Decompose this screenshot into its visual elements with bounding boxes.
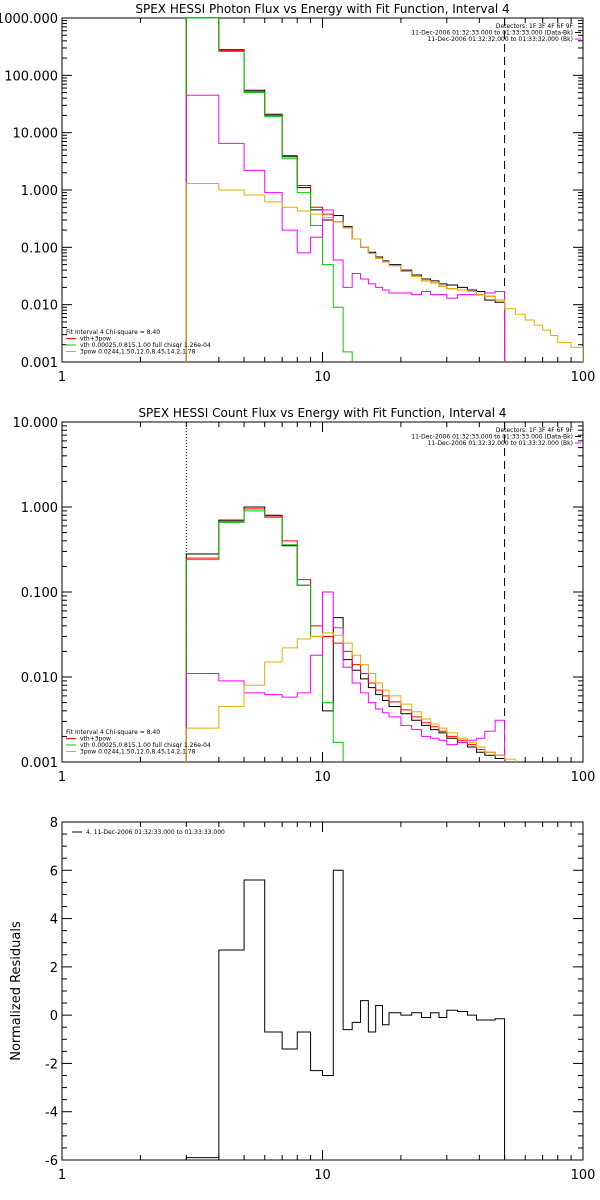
legend-entry: vth+3pow [80, 336, 111, 343]
x-tick-label: 10 [314, 370, 331, 385]
series-line [185, 18, 506, 362]
y-tick-label: 10.000 [13, 416, 59, 431]
series-line [185, 94, 506, 362]
y-tick-label: 0.001 [21, 356, 58, 371]
count-flux-panel: SPEX HESSI Count Flux vs Energy with Fit… [13, 406, 596, 785]
info-line: 11-Dec-2006 01:32:32.000 to 01:33:32.000… [428, 440, 573, 447]
x-tick-label: 10 [314, 770, 331, 785]
y-tick-label: -2 [45, 1057, 58, 1072]
series-line [185, 506, 506, 762]
info-line: 11-Dec-2006 01:32:32.000 to 01:33:32.000… [428, 36, 573, 43]
legend-entry: vth+3pow [80, 736, 111, 743]
photon-flux-panel: SPEX HESSI Photon Flux vs Energy with Fi… [0, 2, 596, 385]
series-line [185, 869, 506, 1160]
y-tick-label: 0.001 [21, 756, 58, 771]
y-tick-label: 1.000 [21, 501, 58, 516]
y-tick-label: 0.010 [21, 671, 58, 686]
x-tick-label: 10 [314, 1168, 331, 1183]
x-tick-label: 1 [58, 770, 66, 785]
info-line: 11-Dec-2006 01:32:33.000 to 01:33:33.000… [411, 434, 573, 441]
series-line [185, 18, 362, 362]
info-line: Detectors: 1F 3F 4F 6F 9F [496, 427, 574, 434]
legend-entry: vth 0.00025,0.815,1.00 full chisqr 1.26e… [80, 342, 211, 349]
chart-title: SPEX HESSI Photon Flux vs Energy with Fi… [135, 2, 509, 16]
y-tick-label: 4 [50, 913, 58, 928]
y-tick-label: 0.100 [21, 586, 58, 601]
x-tick-label: 1 [58, 370, 66, 385]
y-tick-label: 0 [50, 1009, 58, 1024]
legend-entry: Fit Interval 4 Chi-square = 8.40 [66, 729, 160, 736]
legend-entry: Fit Interval 4 Chi-square = 8.40 [66, 329, 160, 336]
legend-entry: 4. 11-Dec-2006 01:32:33.000 to 01:33:33.… [86, 829, 225, 836]
y-tick-label: -4 [45, 1106, 58, 1121]
y-tick-label: 10.000 [13, 127, 59, 142]
legend-entry: 3pow 0.0244,1.50,12.0,8.45,14.2,1.78 [80, 749, 196, 756]
info-line: 11-Dec-2006 01:32:33.000 to 01:33:33.000… [411, 30, 573, 37]
y-tick-label: 8 [50, 816, 58, 831]
y-tick-label: 1.000 [21, 184, 58, 199]
y-tick-label: 0.100 [21, 241, 58, 256]
series-line [185, 591, 506, 762]
x-tick-label: 100 [571, 770, 596, 785]
series-line [185, 508, 506, 762]
residuals-panel: 1 10 100 -6 -4 -2 0 2 4 6 8 Normalized Residuals 4. … [9, 816, 595, 1183]
series-line [185, 632, 559, 762]
chart-title: SPEX HESSI Count Flux vs Energy with Fit… [138, 406, 506, 420]
legend-entry: vth 0.00025,0.815,1.00 full chisqr 1.26e… [80, 742, 211, 749]
y-tick-label: 6 [50, 864, 58, 879]
y-tick-label: 0.010 [21, 299, 58, 314]
y-tick-label: 1000.000 [0, 12, 58, 27]
series-line [185, 182, 583, 362]
x-tick-label: 1 [58, 1168, 66, 1183]
series-line [185, 510, 353, 762]
y-tick-label: 100.000 [4, 69, 58, 84]
x-tick-label: 100 [571, 1168, 596, 1183]
y-tick-label: -6 [45, 1154, 58, 1169]
y-axis-label: Normalized Residuals [9, 921, 24, 1061]
y-tick-label: 2 [50, 961, 58, 976]
x-tick-label: 100 [571, 370, 596, 385]
info-line: Detectors: 1F 3F 4F 6F 9F [496, 23, 574, 30]
legend-entry: 3pow 0.0244,1.50,12.0,8.45,14.2,1.78 [80, 349, 196, 356]
